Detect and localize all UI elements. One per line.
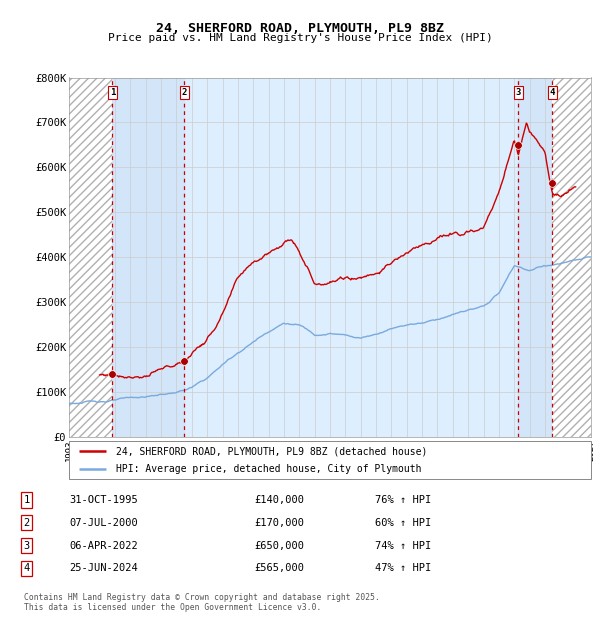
Text: £140,000: £140,000: [254, 495, 304, 505]
Text: 47% ↑ HPI: 47% ↑ HPI: [375, 564, 431, 574]
Text: 76% ↑ HPI: 76% ↑ HPI: [375, 495, 431, 505]
Text: £565,000: £565,000: [254, 564, 304, 574]
Bar: [518, 78, 553, 437]
Text: 60% ↑ HPI: 60% ↑ HPI: [375, 518, 431, 528]
Text: HPI: Average price, detached house, City of Plymouth: HPI: Average price, detached house, City…: [116, 464, 421, 474]
Bar: [112, 78, 184, 437]
Text: 25-JUN-2024: 25-JUN-2024: [70, 564, 139, 574]
Text: 3: 3: [515, 88, 521, 97]
Text: 06-APR-2022: 06-APR-2022: [70, 541, 139, 551]
Text: 74% ↑ HPI: 74% ↑ HPI: [375, 541, 431, 551]
Text: 3: 3: [23, 541, 29, 551]
Text: Contains HM Land Registry data © Crown copyright and database right 2025.
This d: Contains HM Land Registry data © Crown c…: [24, 593, 380, 612]
Text: 24, SHERFORD ROAD, PLYMOUTH, PL9 8BZ (detached house): 24, SHERFORD ROAD, PLYMOUTH, PL9 8BZ (de…: [116, 446, 427, 456]
Text: 1: 1: [110, 88, 115, 97]
Text: Price paid vs. HM Land Registry's House Price Index (HPI): Price paid vs. HM Land Registry's House …: [107, 33, 493, 43]
Text: 2: 2: [23, 518, 29, 528]
Text: 07-JUL-2000: 07-JUL-2000: [70, 518, 139, 528]
Text: 4: 4: [23, 564, 29, 574]
Text: 24, SHERFORD ROAD, PLYMOUTH, PL9 8BZ: 24, SHERFORD ROAD, PLYMOUTH, PL9 8BZ: [156, 22, 444, 35]
Text: 2: 2: [182, 88, 187, 97]
Text: 31-OCT-1995: 31-OCT-1995: [70, 495, 139, 505]
FancyBboxPatch shape: [69, 441, 591, 479]
Text: 1: 1: [23, 495, 29, 505]
Text: 4: 4: [550, 88, 555, 97]
Text: £170,000: £170,000: [254, 518, 304, 528]
Text: £650,000: £650,000: [254, 541, 304, 551]
